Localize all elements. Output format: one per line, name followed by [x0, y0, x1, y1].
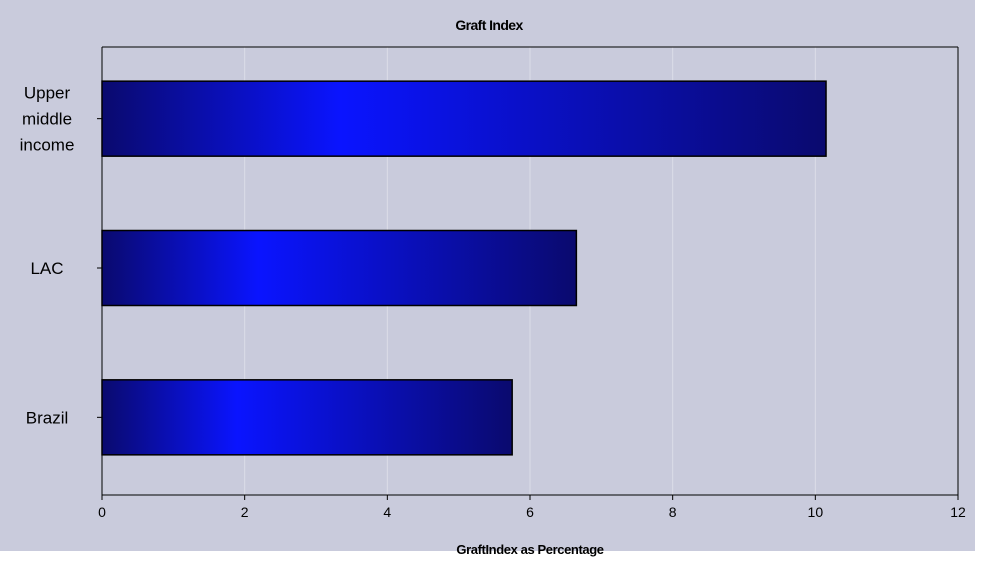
- x-tick-label: 4: [383, 504, 391, 520]
- chart-title: Graft Index: [455, 17, 523, 33]
- x-tick-label: 6: [526, 504, 534, 520]
- category-label: Upper middle income: [20, 84, 75, 155]
- bar: [101, 229, 578, 307]
- bars: [101, 80, 827, 456]
- category-label: LAC: [30, 259, 63, 278]
- bar: [101, 379, 513, 456]
- x-tick-label: 0: [98, 504, 106, 520]
- x-tick-label: 12: [950, 504, 966, 520]
- x-axis-label: GraftIndex as Percentage: [456, 542, 603, 557]
- bar: [101, 80, 827, 157]
- category-labels: Upper middle income LAC Brazil: [20, 84, 75, 428]
- x-tick-label: 10: [808, 504, 824, 520]
- x-tick-label: 8: [669, 504, 677, 520]
- x-tick-label: 2: [241, 504, 249, 520]
- category-label: Brazil: [26, 408, 69, 427]
- axes: [97, 46, 959, 500]
- x-tick-labels: 0 2 4 6 8 10 12: [98, 504, 966, 520]
